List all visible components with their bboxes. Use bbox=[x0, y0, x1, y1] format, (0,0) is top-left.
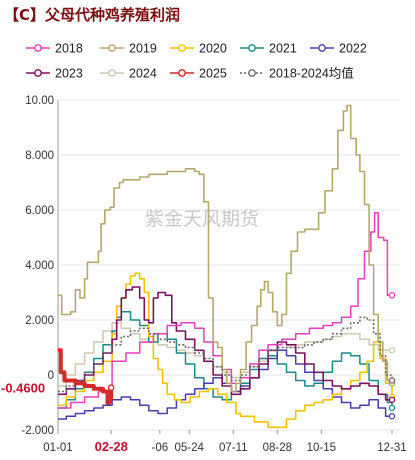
y-tick-label: 2.000 bbox=[25, 315, 54, 327]
x-tick-label: -06 bbox=[152, 442, 169, 454]
series-end-marker bbox=[388, 291, 396, 299]
series-line bbox=[58, 212, 392, 409]
legend-marker bbox=[318, 44, 326, 52]
legend-item: 2024 bbox=[100, 67, 157, 81]
series-line bbox=[58, 311, 393, 409]
legend-label: 2022 bbox=[339, 42, 367, 56]
y-tick-label: 10.00 bbox=[25, 95, 54, 107]
x-tick-label: 05-24 bbox=[175, 442, 205, 454]
legend-marker bbox=[34, 44, 42, 52]
y-tick-label: 4.000 bbox=[25, 260, 54, 272]
legend-label: 2025 bbox=[199, 67, 227, 81]
x-tick-label: 10-15 bbox=[307, 442, 336, 454]
series-end-marker bbox=[107, 384, 115, 391]
legend-item: 2025 bbox=[170, 67, 227, 81]
series-line bbox=[58, 348, 114, 405]
legend-label: 2018 bbox=[55, 42, 83, 56]
x-tick-label: 12-31 bbox=[377, 442, 406, 454]
series-end-marker bbox=[388, 346, 396, 354]
legend-marker bbox=[178, 44, 186, 52]
legend-label: 2018-2024均值 bbox=[269, 66, 354, 81]
legend-marker bbox=[248, 69, 256, 77]
legend-marker bbox=[178, 69, 186, 77]
legend-item: 2020 bbox=[170, 42, 227, 56]
series-end-marker bbox=[388, 377, 396, 384]
chart-title: 【C】父母代种鸡养殖利润 bbox=[4, 6, 180, 24]
legend-item: 2023 bbox=[26, 67, 83, 81]
legend-label: 2019 bbox=[129, 42, 157, 56]
series-end-marker bbox=[388, 412, 396, 420]
watermark: 紫金天风期货 bbox=[145, 208, 259, 230]
y-tick-label: 6.000 bbox=[25, 205, 54, 217]
y-tick-label: 0 bbox=[48, 370, 54, 382]
x-tick-label: 01-01 bbox=[43, 442, 72, 454]
legend-label: 2024 bbox=[129, 67, 157, 81]
legend-item: 2022 bbox=[310, 42, 367, 56]
series-line bbox=[58, 272, 393, 429]
legend-label: 2023 bbox=[55, 67, 83, 81]
series-line bbox=[58, 104, 393, 393]
x-tick-label: 07-11 bbox=[219, 442, 248, 454]
legend-item: 2021 bbox=[240, 42, 297, 56]
y-tick-label: 8.000 bbox=[25, 150, 54, 162]
legend-marker bbox=[34, 69, 42, 77]
legend-label: 2021 bbox=[269, 42, 297, 56]
legend-item: 2018 bbox=[26, 42, 83, 56]
legend: 2018 2019 2020 2021 2022 2023 2024 2025 2018-202… bbox=[26, 42, 367, 81]
legend-item: 2019 bbox=[100, 42, 157, 56]
legend-item: 2018-2024均值 bbox=[240, 66, 354, 81]
y-tick-label: -2.000 bbox=[21, 425, 54, 437]
legend-marker bbox=[248, 44, 256, 52]
legend-label: 2020 bbox=[199, 42, 227, 56]
y-tick-labels: -2.000 0 2.000 4.000 6.000 8.000 10.00 bbox=[21, 95, 54, 437]
series-end-marker bbox=[388, 396, 396, 403]
x-tick-labels: 01-01 02-28 -06 05-24 07-11 08-28 10-15 12-31 bbox=[43, 430, 407, 454]
last-value-marker: -0.4600 bbox=[0, 378, 50, 397]
legend-marker bbox=[108, 69, 116, 77]
series-end-marker bbox=[388, 404, 396, 412]
legend-marker bbox=[108, 44, 116, 52]
x-tick-label: 08-28 bbox=[263, 442, 292, 454]
series-layer bbox=[58, 104, 396, 429]
last-value-label: -0.4600 bbox=[1, 381, 45, 396]
last-value-bg bbox=[0, 378, 50, 397]
x-tick-label-highlight: 02-28 bbox=[95, 439, 128, 454]
y-gridlines bbox=[58, 99, 400, 431]
